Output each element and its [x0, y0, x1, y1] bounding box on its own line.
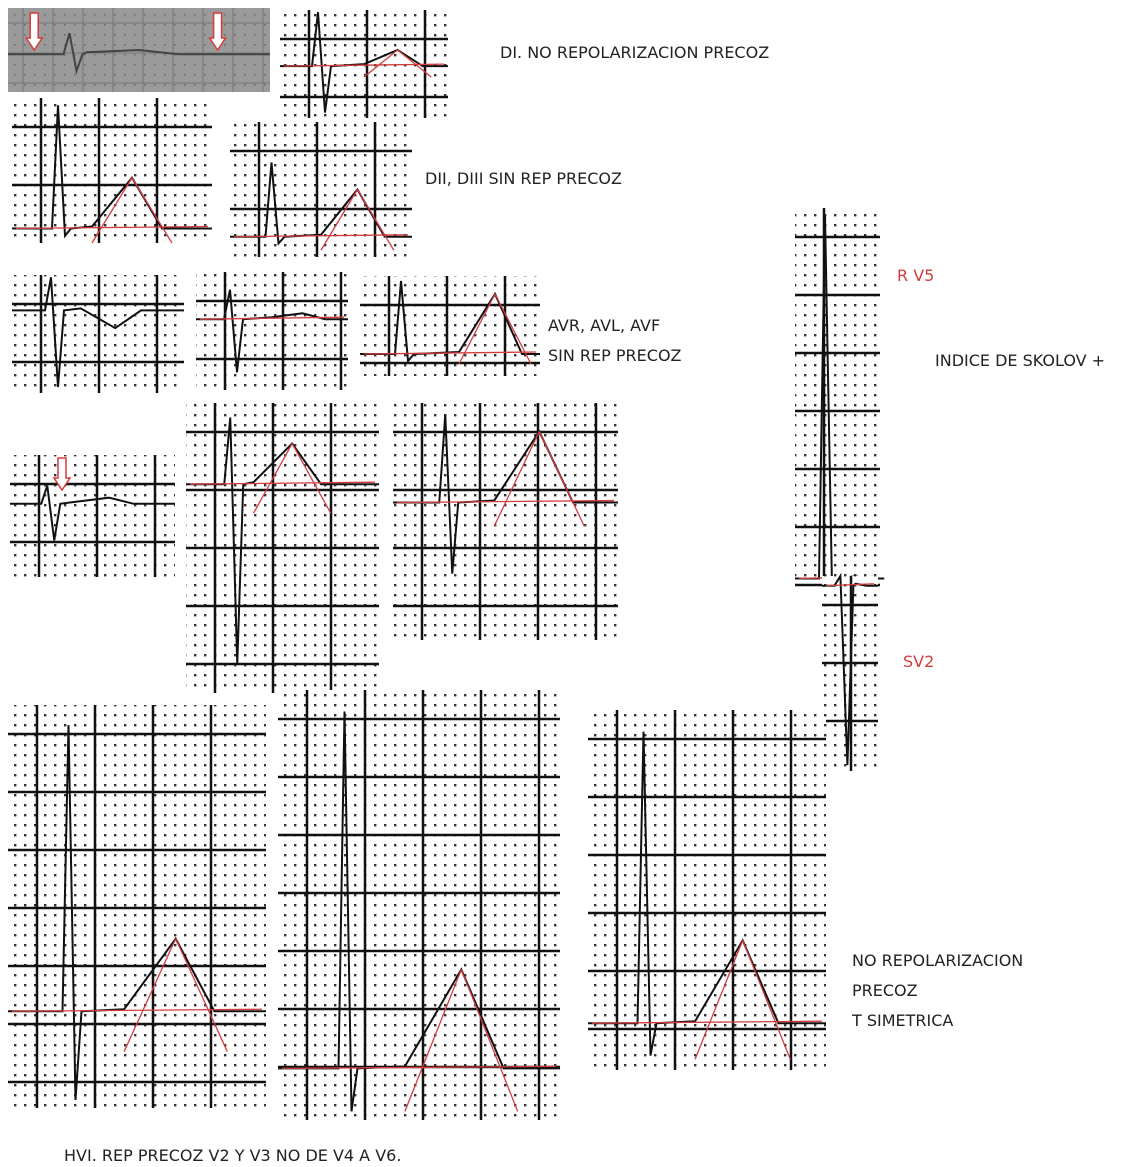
- ecg-strip: [12, 98, 212, 244]
- arrow-marker: [52, 457, 72, 492]
- annotation: NO REPOLARIZACION: [852, 951, 1023, 970]
- ecg-trace: [12, 277, 184, 388]
- baseline-marker: [283, 63, 445, 67]
- ecg-trace: [822, 572, 878, 766]
- baseline-marker: [189, 481, 376, 485]
- grid-dots: [588, 710, 826, 1070]
- ecg-strip: [393, 403, 618, 640]
- annotation: DI. NO REPOLARIZACION PRECOZ: [500, 43, 769, 62]
- grid-dots: [8, 705, 266, 1108]
- tangent-marker: [494, 293, 532, 365]
- ecg-strip: [822, 572, 878, 771]
- baseline-marker: [825, 583, 875, 587]
- grid-dots: [12, 98, 212, 243]
- ecg-strip: [795, 208, 885, 589]
- ecg-strip: [12, 275, 184, 393]
- ecg-strip: [186, 403, 379, 693]
- annotation: R V5: [897, 266, 934, 285]
- grid-dots: [360, 276, 540, 376]
- tangent-marker: [493, 431, 540, 527]
- tangent-marker: [742, 940, 791, 1060]
- baseline-marker: [15, 225, 209, 230]
- grid-dots: [278, 690, 560, 1120]
- arrow-marker: [208, 12, 228, 52]
- baseline-marker: [363, 351, 537, 355]
- ecg-strip: [280, 10, 448, 118]
- tangent-marker: [404, 969, 462, 1112]
- baseline-marker: [281, 1065, 557, 1070]
- ecg-strip: [588, 710, 826, 1070]
- ecg-strip: [196, 272, 348, 390]
- ecg-strip: [10, 455, 175, 577]
- grid-dots: [10, 455, 175, 577]
- tangent-marker: [131, 177, 173, 244]
- ecg-strip: [360, 276, 540, 376]
- tangent-marker: [363, 49, 399, 78]
- ecg-trace: [8, 32, 270, 75]
- baseline-marker: [11, 1008, 263, 1012]
- ecg-panels: [8, 8, 885, 1120]
- baseline-marker: [591, 1020, 823, 1024]
- annotation: HVI. REP PRECOZ V2 Y V3 NO DE V4 A V6.: [64, 1146, 401, 1165]
- tangent-marker: [694, 940, 744, 1060]
- annotation: INDICE DE SKOLOV +: [935, 351, 1105, 370]
- tangent-marker: [458, 293, 496, 365]
- tangent-marker: [320, 189, 358, 251]
- tangent-marker: [291, 443, 332, 514]
- ecg-strip: [278, 690, 560, 1120]
- tangent-marker: [123, 938, 177, 1052]
- annotation: DII, DIII SIN REP PRECOZ: [425, 169, 622, 188]
- annotation: SV2: [903, 652, 934, 671]
- grid-dots: [196, 272, 348, 390]
- ecg-trace: [10, 485, 175, 541]
- tangent-marker: [460, 969, 519, 1112]
- baseline-marker: [199, 316, 345, 320]
- annotation: AVR, AVL, AVF: [548, 316, 660, 335]
- ecg-strip: [230, 122, 412, 257]
- ecg-strip: [8, 8, 270, 92]
- ecg-strip: [8, 705, 266, 1108]
- arrow-marker: [24, 12, 44, 52]
- annotation: PRECOZ: [852, 981, 918, 1000]
- annotation: SIN REP PRECOZ: [548, 346, 682, 365]
- tangent-marker: [397, 49, 432, 78]
- tangent-marker: [538, 431, 585, 527]
- tangent-marker: [252, 443, 293, 514]
- grid-dots: [795, 208, 880, 586]
- tangent-marker: [356, 189, 395, 251]
- baseline-marker: [233, 234, 409, 238]
- grid-dots: [393, 403, 618, 640]
- annotation: T SIMETRICA: [851, 1011, 953, 1030]
- tangent-marker: [175, 938, 228, 1052]
- tangent-marker: [91, 177, 133, 244]
